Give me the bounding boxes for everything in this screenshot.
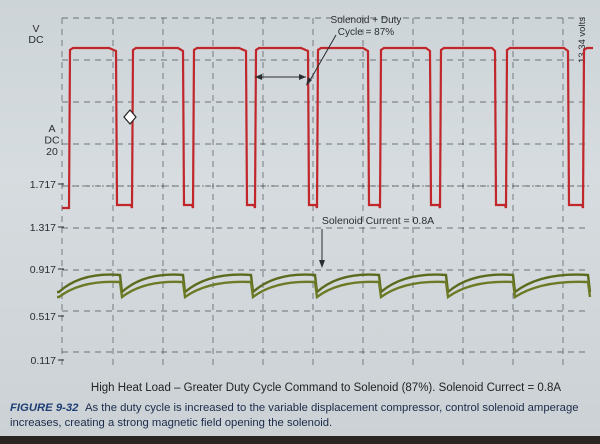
current-axis-label: A (48, 123, 55, 135)
voltage-trace (62, 46, 593, 210)
chart-caption: High Heat Load – Greater Duty Cycle Comm… (90, 382, 562, 394)
y-tick-label: 0.117 (31, 355, 57, 367)
voltage-axis-label: DC (28, 34, 44, 46)
voltage-scale-label: 13.34 volts (577, 17, 588, 63)
measure-arrow-right (299, 74, 306, 80)
y-axis-ticks: 1.717 1.317 0.917 0.517 0.117 (30, 179, 64, 367)
voltage-axis-label: V (32, 23, 39, 35)
current-axis-label: 20 (46, 146, 58, 158)
duty-cycle-annotation: Cycle = 87% (338, 27, 395, 38)
y-tick-label: 1.317 (30, 222, 56, 234)
y-tick-label: 0.517 (30, 311, 56, 323)
figure-caption: FIGURE 9-32 As the duty cycle is increas… (10, 401, 595, 431)
current-axis-label: DC (44, 135, 60, 147)
chart-grid (61, 17, 590, 365)
figure-caption-text: As the duty cycle is increased to the va… (10, 402, 579, 429)
duty-cycle-arrowhead (306, 77, 312, 86)
figure-label: FIGURE 9-32 (10, 402, 79, 414)
current-trace-lower (57, 280, 592, 300)
duty-cycle-arrow (308, 34, 337, 83)
current-arrowhead (319, 260, 325, 268)
current-annotation: Solenoid Current = 0.8A (322, 215, 434, 227)
y-tick-label: 1.717 (30, 179, 56, 191)
duty-cycle-annotation: Solenoid + Duty (331, 15, 402, 26)
voltage-waveform (62, 46, 593, 210)
current-waveform (57, 273, 592, 300)
measure-arrow-left (255, 74, 262, 80)
page-edge (0, 436, 600, 444)
y-tick-label: 0.917 (30, 264, 56, 276)
cursor-marker (123, 109, 137, 125)
